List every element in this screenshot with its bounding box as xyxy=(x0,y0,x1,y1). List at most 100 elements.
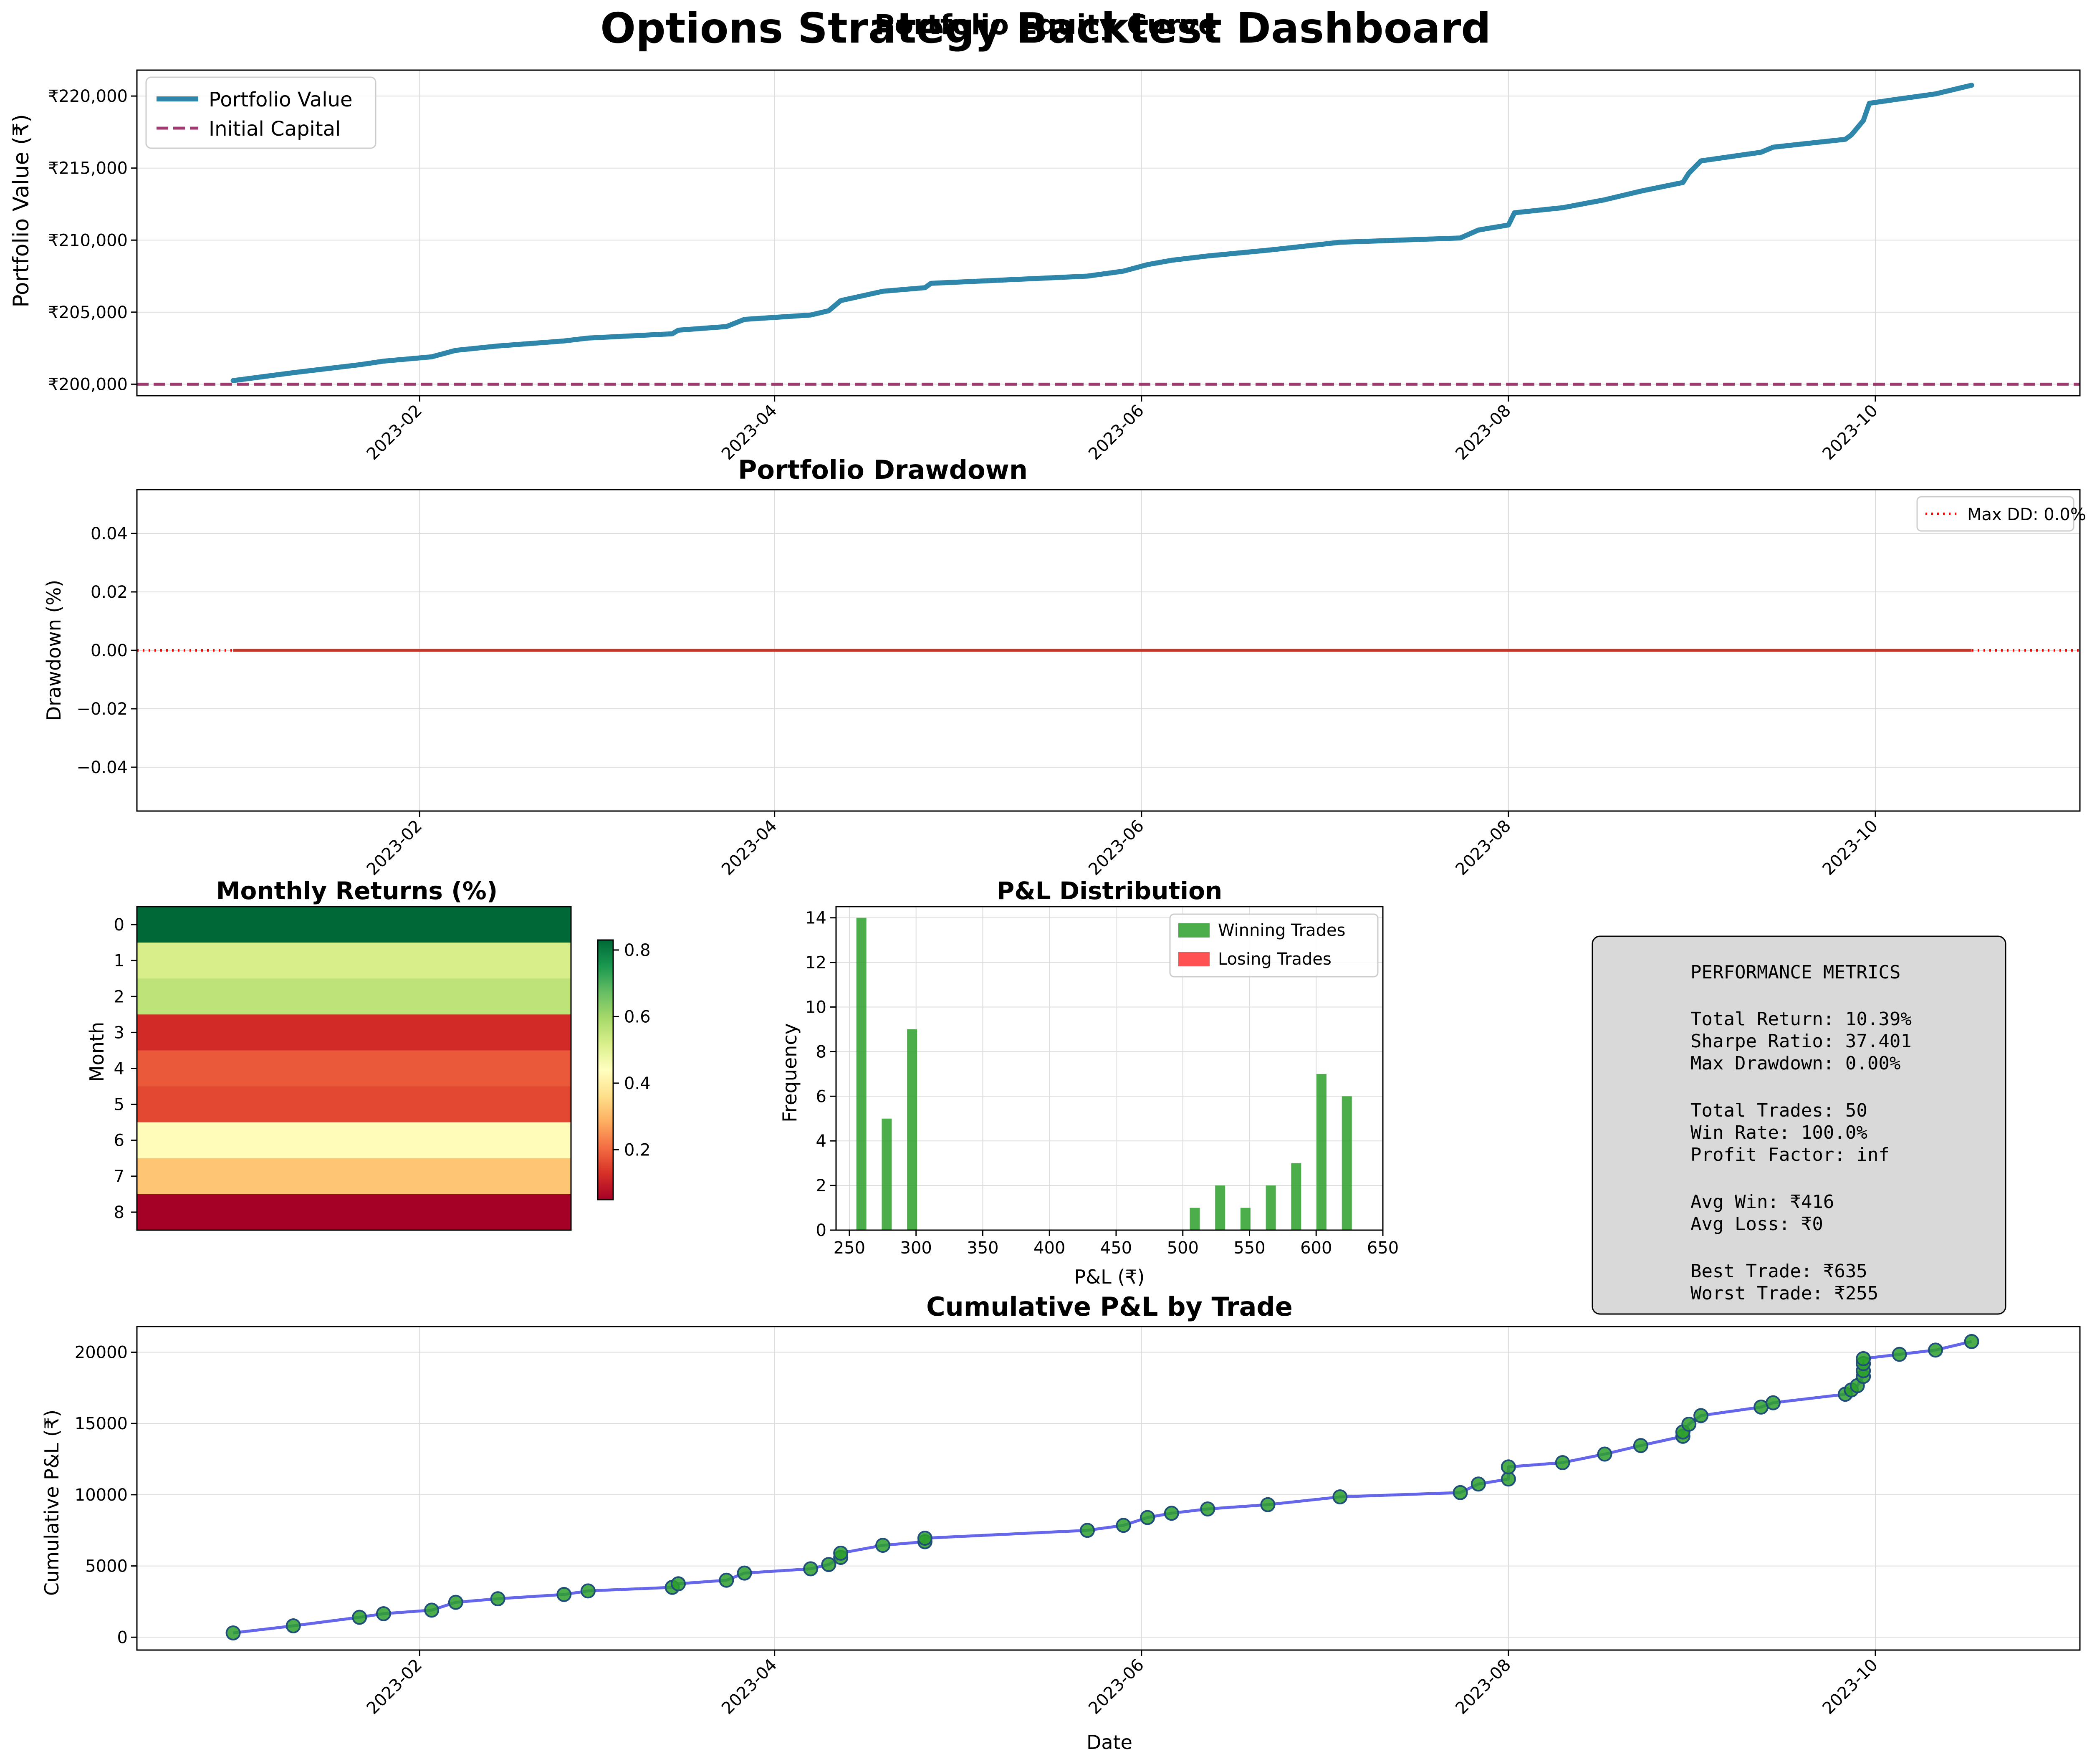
pnl-y-tick-label: 4 xyxy=(816,1132,826,1151)
metric-worst-trade: Worst Trade: ₹255 xyxy=(1690,1283,1878,1304)
metric-avg-win: Avg Win: ₹416 xyxy=(1690,1191,1834,1213)
pnl-x-tick-label: 600 xyxy=(1300,1238,1332,1258)
cumulative-y-tick-label: 5000 xyxy=(85,1557,128,1576)
equity-curve-panel: Portfolio Equity Curve Portfolio Value (… xyxy=(9,9,2081,464)
cumulative-x-tick-label: 2023-02 xyxy=(363,1655,426,1719)
cumulative-pnl-point xyxy=(1633,1438,1648,1453)
cumulative-pnl-point xyxy=(875,1538,891,1553)
cumulative-xlabel: Date xyxy=(1086,1731,1132,1754)
equity-title: Portfolio Equity Curve xyxy=(874,9,1217,41)
cumulative-pnl-point xyxy=(1140,1510,1155,1525)
pnl-title: P&L Distribution xyxy=(997,877,1223,905)
pnl-x-tick-label: 300 xyxy=(900,1238,932,1258)
cumulative-pnl-point xyxy=(1080,1523,1095,1538)
metric-max-drawdown: Max Drawdown: 0.00% xyxy=(1690,1053,1900,1074)
monthly-title: Monthly Returns (%) xyxy=(216,877,498,905)
colorbar-tick-label: 0.8 xyxy=(624,941,651,960)
drawdown-y-tick-label: −0.04 xyxy=(76,758,128,777)
equity-x-tick-label: 2023-06 xyxy=(1085,401,1148,464)
metric-total-trades: Total Trades: 50 xyxy=(1690,1100,1867,1121)
heatmap-cell xyxy=(137,1158,571,1195)
cumulative-title: Cumulative P&L by Trade xyxy=(926,1291,1293,1322)
metric-sharpe: Sharpe Ratio: 37.401 xyxy=(1690,1031,1912,1052)
equity-axes-frame xyxy=(136,69,2081,397)
winning-trades-bar xyxy=(1266,1185,1276,1230)
cumulative-y-tick-label: 10000 xyxy=(75,1486,128,1505)
heatmap-cell xyxy=(137,1050,571,1087)
pnl-y-tick-label: 14 xyxy=(805,909,826,928)
cumulative-pnl-point xyxy=(917,1530,932,1546)
pnl-ylabel: Frequency xyxy=(778,1023,801,1122)
cumulative-pnl-point xyxy=(1693,1408,1709,1423)
cumulative-pnl-point xyxy=(1116,1518,1131,1533)
equity-y-ticks: ₹200,000 ₹205,000 ₹210,000 ₹215,000 ₹220,000 xyxy=(48,87,137,394)
cumulative-pnl-point xyxy=(1501,1459,1516,1475)
pnl-distribution-panel: P&L Distribution P&L (₹) Frequency 0 2 4 6 8… xyxy=(778,877,1399,1288)
cumulative-pnl-point xyxy=(1260,1497,1276,1512)
performance-metrics-box: PERFORMANCE METRICS Total Return: 10.39%… xyxy=(1592,935,2006,1315)
cumulative-pnl-point xyxy=(352,1610,367,1625)
equity-x-tick-label: 2023-02 xyxy=(363,401,426,464)
equity-grid xyxy=(137,70,2080,396)
cumulative-pnl-point xyxy=(424,1602,440,1618)
pnl-y-tick-label: 12 xyxy=(805,953,826,973)
cumulative-pnl-point xyxy=(1964,1334,1979,1349)
cumulative-pnl-point xyxy=(376,1606,391,1621)
pnl-y-ticks: 0 2 4 6 8 10 12 14 xyxy=(805,909,836,1240)
heatmap-row-label: 2 xyxy=(114,987,124,1006)
equity-y-tick-label: ₹205,000 xyxy=(48,303,128,322)
pnl-x-tick-label: 450 xyxy=(1100,1238,1132,1258)
equity-y-tick-label: ₹215,000 xyxy=(48,159,128,178)
cumulative-pnl-point xyxy=(1164,1506,1179,1521)
heatmap-row-label: 0 xyxy=(114,915,124,935)
cumulative-pnl-line xyxy=(233,1340,1972,1635)
equity-y-tick-label: ₹220,000 xyxy=(48,87,128,106)
colorbar-tick-label: 0.2 xyxy=(624,1140,651,1160)
cumulative-pnl-point xyxy=(1856,1351,1871,1366)
drawdown-x-ticks: 2023-02 2023-04 2023-06 2023-08 2023-10 xyxy=(363,811,1882,879)
legend-label-initial: Initial Capital xyxy=(209,117,341,141)
equity-y-tick-label: ₹210,000 xyxy=(48,231,128,250)
cumulative-pnl-point xyxy=(1332,1489,1348,1504)
heatmap-row-label: 8 xyxy=(114,1203,124,1222)
drawdown-x-tick-label: 2023-06 xyxy=(1085,816,1148,879)
cumulative-axes-frame xyxy=(136,1326,2081,1651)
winning-trades-bar xyxy=(1316,1074,1327,1230)
heatmap-row-label: 4 xyxy=(114,1059,124,1079)
heatmap-cell xyxy=(137,978,571,1015)
heatmap-row-label: 6 xyxy=(114,1131,124,1150)
cumulative-pnl-point xyxy=(448,1595,463,1610)
pnl-x-tick-label: 350 xyxy=(967,1238,998,1258)
cumulative-pnl-point xyxy=(1681,1416,1697,1432)
cumulative-x-ticks: 2023-02 2023-04 2023-06 2023-08 2023-10 xyxy=(363,1650,1882,1718)
metric-avg-loss: Avg Loss: ₹0 xyxy=(1690,1213,1823,1235)
cumulative-points xyxy=(225,1334,1979,1641)
cumulative-y-ticks: 0 5000 10000 15000 20000 xyxy=(75,1343,137,1647)
winning-trades-bar xyxy=(1240,1208,1251,1230)
legend-label-portfolio: Portfolio Value xyxy=(209,88,353,111)
cumulative-y-tick-label: 15000 xyxy=(75,1414,128,1433)
equity-x-tick-label: 2023-10 xyxy=(1819,401,1882,464)
pnl-y-tick-label: 2 xyxy=(816,1176,826,1195)
cumulative-pnl-point xyxy=(490,1591,505,1607)
colorbar-ticks: 0.2 0.4 0.6 0.8 xyxy=(613,941,651,1160)
heatmap-row-label: 1 xyxy=(114,951,124,970)
heatmap-row-label: 5 xyxy=(114,1095,124,1115)
heatmap-cell xyxy=(137,907,571,943)
winning-trades-bar xyxy=(907,1029,917,1230)
heatmap-cell xyxy=(137,1194,571,1231)
pnl-x-tick-label: 650 xyxy=(1367,1238,1399,1258)
monthly-axes-frame xyxy=(136,906,572,1231)
cumulative-pnl-point xyxy=(1928,1342,1943,1358)
winning-trades-bar xyxy=(856,917,867,1230)
pnl-y-tick-label: 10 xyxy=(805,998,826,1017)
cumulative-pnl-point xyxy=(556,1587,572,1602)
pnl-x-tick-label: 500 xyxy=(1167,1238,1199,1258)
pnl-y-tick-label: 6 xyxy=(816,1087,826,1106)
cumulative-y-tick-label: 0 xyxy=(117,1628,128,1647)
drawdown-axes-frame xyxy=(136,489,2081,812)
heatmap-row-label: 3 xyxy=(114,1023,124,1042)
pnl-legend: Winning Trades Losing Trades xyxy=(1169,913,1379,978)
cumulative-pnl-point xyxy=(1471,1476,1486,1492)
